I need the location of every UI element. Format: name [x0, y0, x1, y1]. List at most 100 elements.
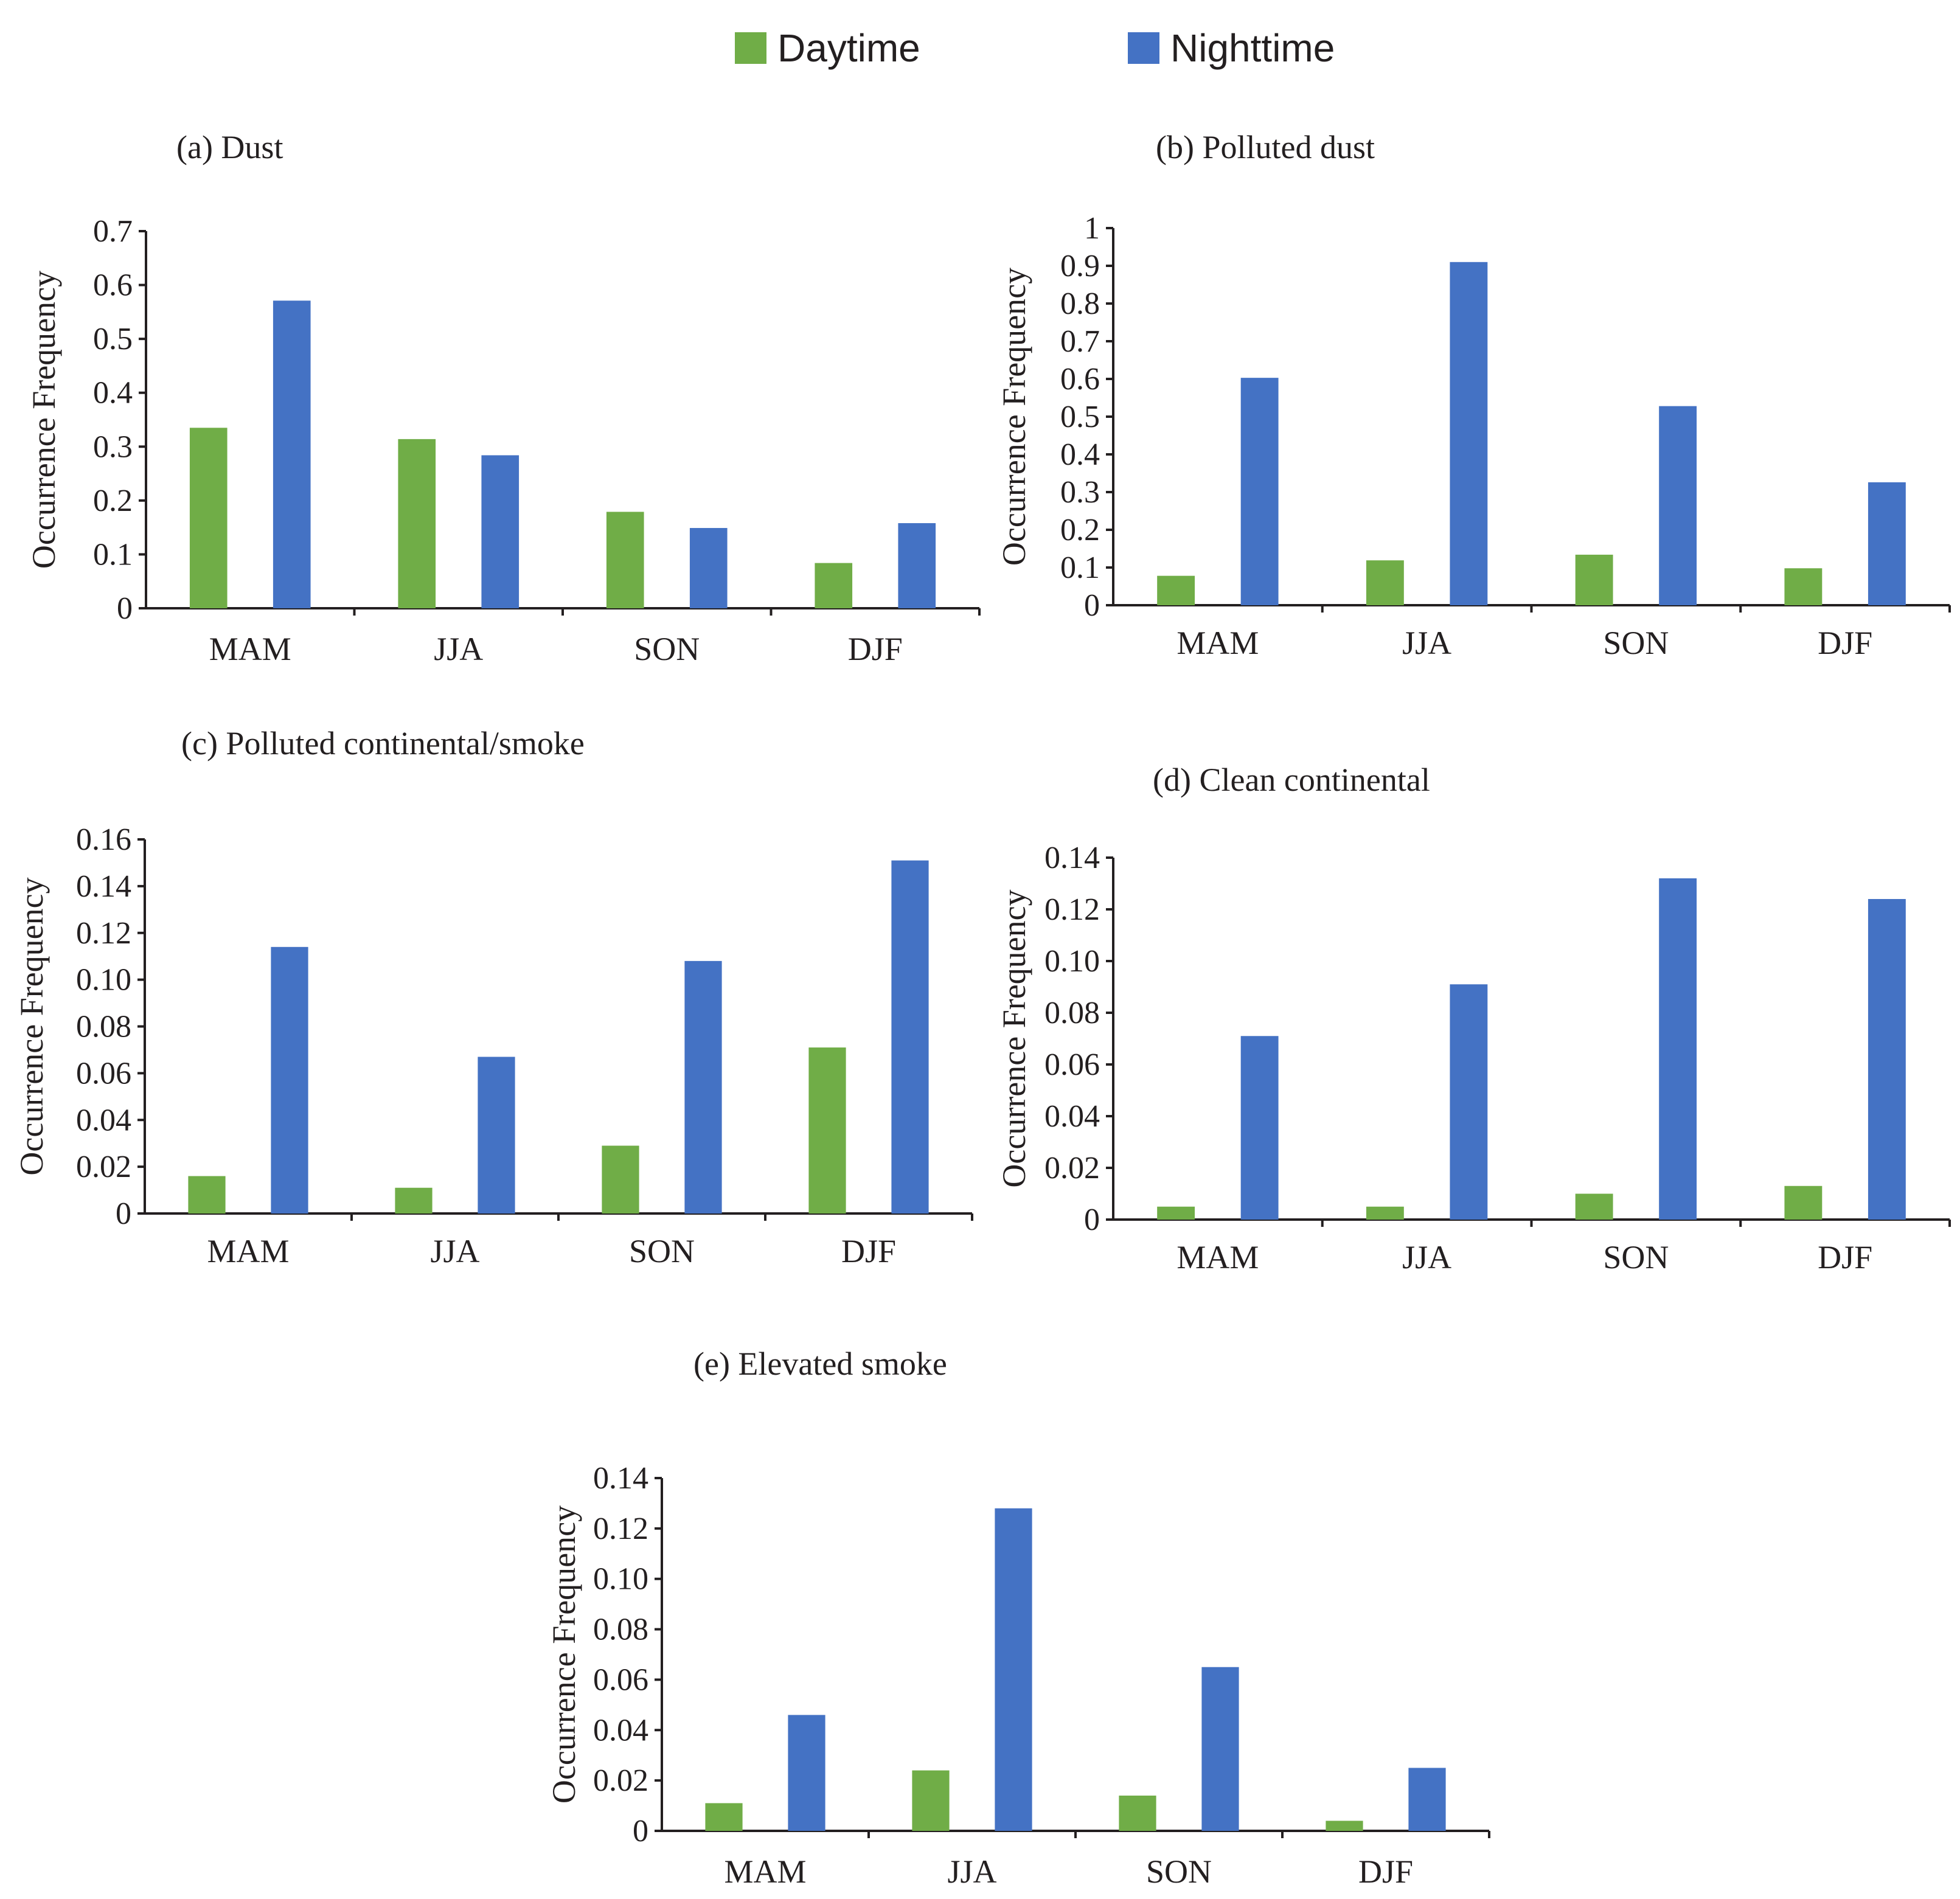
bar-daytime-jja [912, 1770, 950, 1831]
y-tick-label: 0.4 [1060, 437, 1100, 472]
panel-title-polluted-dust: (b) Polluted dust [1156, 129, 1375, 165]
x-category-label: DJF [1818, 625, 1872, 661]
bar-nighttime-mam [788, 1715, 825, 1831]
bar-nighttime-djf [898, 523, 936, 608]
x-category-label: MAM [724, 1853, 806, 1890]
y-tick-label: 0 [1084, 1203, 1100, 1237]
y-tick-label: 0.14 [593, 1461, 648, 1496]
legend: Daytime Nighttime [0, 0, 1960, 97]
y-tick-label: 1 [1084, 211, 1100, 246]
y-tick-label: 0.16 [76, 822, 131, 857]
x-category-label: DJF [1818, 1239, 1872, 1276]
bar-daytime-jja [395, 1187, 433, 1213]
chart-polluted-continental-smoke: 0 0.02 0.04 0.06 0.08 0.10 0.12 0.14 0.16 MAM JJA S… [13, 725, 973, 1269]
x-category-label: MAM [1176, 625, 1259, 661]
x-category-label: MAM [207, 1233, 289, 1269]
legend-item-daytime: Daytime [735, 26, 920, 70]
legend-label-daytime: Daytime [777, 26, 920, 70]
chart-clean-continental: 0 0.02 0.04 0.06 0.08 0.10 0.12 0.14 MAM JJA SON DJ… [996, 762, 1951, 1276]
bar-nighttime-son [1201, 1667, 1239, 1831]
bar-nighttime-djf [891, 860, 929, 1213]
y-tick-label: 0.08 [1044, 996, 1100, 1030]
x-category-label: JJA [1402, 1239, 1451, 1276]
y-tick-label: 0 [633, 1814, 648, 1849]
panel-title-polluted-continental-smoke: (c) Polluted continental/smoke [181, 725, 585, 762]
y-tick-label: 0.08 [593, 1613, 648, 1647]
legend-swatch-nighttime [1128, 32, 1159, 64]
legend-swatch-daytime [735, 32, 766, 64]
y-axis-label: Occurrence Frequency [26, 271, 62, 569]
bar-daytime-mam [705, 1803, 743, 1831]
y-tick-label: 0.5 [1060, 400, 1100, 434]
x-category-label: MAM [209, 631, 291, 667]
bar-daytime-mam [188, 1176, 226, 1213]
y-tick-label: 0.6 [1060, 362, 1100, 397]
y-tick-label: 0.04 [593, 1713, 648, 1748]
y-tick-label: 0.2 [1060, 513, 1100, 547]
bar-daytime-jja [398, 439, 436, 608]
bar-nighttime-son [1659, 406, 1697, 605]
y-tick-label: 0.10 [76, 963, 131, 998]
y-tick-label: 0.7 [1060, 324, 1100, 359]
bar-daytime-djf [815, 563, 853, 608]
bar-nighttime-son [684, 960, 722, 1213]
y-axis-label: Occurrence Frequency [546, 1505, 582, 1804]
x-category-label: JJA [434, 631, 483, 667]
y-axis-label: Occurrence Frequency [996, 889, 1032, 1187]
bar-nighttime-jja [1450, 262, 1488, 605]
x-category-label: SON [1603, 625, 1669, 661]
x-category-label: DJF [841, 1233, 896, 1269]
y-tick-label: 0.14 [76, 869, 131, 904]
y-tick-label: 0.12 [593, 1512, 648, 1546]
x-category-label: SON [1603, 1239, 1669, 1276]
bar-daytime-son [1575, 554, 1613, 605]
bar-nighttime-mam [273, 300, 311, 608]
y-axis-label: Occurrence Frequency [996, 268, 1032, 566]
y-tick-label: 0.3 [93, 429, 133, 464]
bar-daytime-djf [1784, 568, 1823, 605]
y-tick-label: 0.06 [76, 1056, 131, 1091]
bar-nighttime-djf [1408, 1768, 1446, 1831]
y-tick-label: 0.6 [93, 268, 133, 303]
y-tick-label: 0.06 [1044, 1047, 1100, 1082]
y-tick-label: 0.1 [93, 537, 133, 572]
y-axis-label: Occurrence Frequency [13, 877, 50, 1175]
x-category-label: DJF [848, 631, 903, 667]
panel-title-dust: (a) Dust [176, 129, 283, 165]
bar-daytime-son [602, 1145, 639, 1213]
bar-nighttime-jja [481, 455, 520, 608]
chart-polluted-dust: 00.10.20.30.40.50.60.70.80.91 MAM JJA SON DJ… [996, 129, 1951, 661]
y-tick-label: 0.1 [1060, 550, 1100, 585]
bar-daytime-jja [1366, 560, 1404, 605]
y-tick-label: 0.7 [93, 214, 133, 249]
bar-nighttime-mam [271, 946, 308, 1213]
y-tick-label: 0.08 [76, 1010, 131, 1044]
y-tick-label: 0.8 [1060, 286, 1100, 321]
y-tick-label: 0.04 [76, 1103, 131, 1137]
y-tick-label: 0.02 [593, 1763, 648, 1798]
y-tick-label: 0.4 [93, 376, 133, 411]
x-category-label: JJA [947, 1853, 996, 1890]
panel-title-elevated-smoke: (e) Elevated smoke [693, 1345, 947, 1382]
x-category-label: SON [629, 1233, 695, 1269]
bar-daytime-mam [1157, 575, 1195, 605]
y-tick-label: 0.10 [593, 1562, 648, 1597]
bar-daytime-djf [1784, 1186, 1823, 1220]
bar-daytime-djf [808, 1047, 846, 1213]
bar-nighttime-jja [478, 1057, 515, 1213]
bar-nighttime-jja [995, 1508, 1032, 1831]
y-tick-label: 0.2 [93, 484, 133, 518]
bar-daytime-djf [1326, 1821, 1363, 1831]
x-category-label: JJA [1402, 625, 1451, 661]
bar-nighttime-djf [1868, 899, 1906, 1220]
y-tick-label: 0.12 [1044, 892, 1100, 927]
y-tick-label: 0 [117, 591, 133, 626]
y-tick-label: 0.02 [1044, 1151, 1100, 1186]
bar-nighttime-mam [1240, 378, 1279, 605]
y-tick-label: 0 [116, 1196, 131, 1231]
bar-daytime-mam [189, 428, 228, 608]
x-category-label: JJA [430, 1233, 479, 1269]
x-category-label: SON [1146, 1853, 1212, 1890]
bar-nighttime-son [689, 528, 728, 608]
y-tick-label: 0.3 [1060, 475, 1100, 510]
